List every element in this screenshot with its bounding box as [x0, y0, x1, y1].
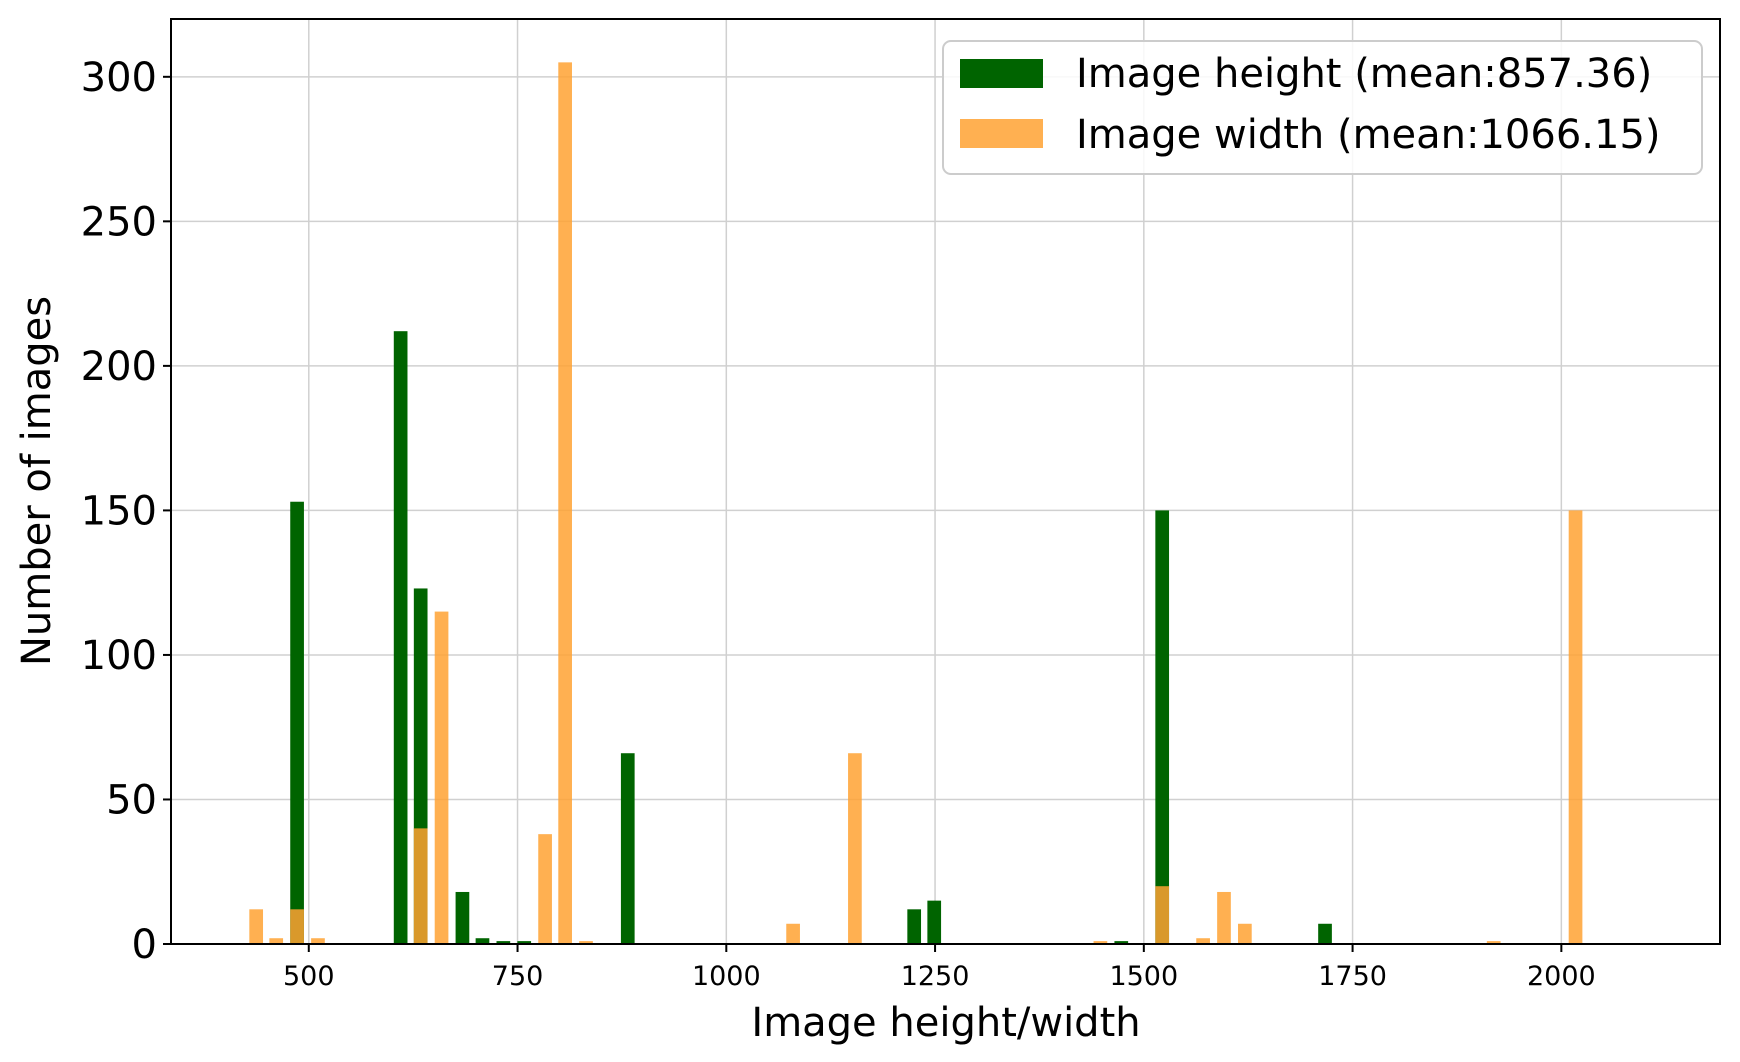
x-axis-ticks: 500 750 1000 1250 1500 1750 2000: [283, 944, 1596, 992]
legend-frame: [942, 40, 1703, 175]
legend-swatch-width: [960, 119, 1043, 148]
bar-image-height: [1155, 510, 1170, 944]
legend-swatch-height: [960, 59, 1043, 88]
bar-image-width: [269, 938, 284, 944]
bar-image-width: [558, 62, 572, 944]
y-tick-label: 150: [81, 488, 157, 534]
x-tick-label: 1500: [1109, 961, 1178, 992]
legend: Image height (mean:857.36) Image width (…: [942, 40, 1703, 175]
bar-image-width: [538, 834, 552, 944]
bar-image-width: [786, 923, 800, 944]
x-tick-label: 1000: [692, 961, 761, 992]
bar-image-width: [311, 938, 325, 944]
x-tick-label: 2000: [1527, 961, 1596, 992]
bar-image-width: [579, 941, 593, 944]
y-tick-label: 0: [132, 922, 157, 968]
legend-label-height: Image height (mean:857.36): [1076, 51, 1652, 97]
bar-image-height: [927, 900, 942, 944]
y-axis-ticks: 0 50 100 150 200 250 300: [81, 55, 171, 968]
bar-image-width: [1486, 941, 1501, 944]
y-axis-title: Number of images: [14, 296, 60, 666]
bar-image-height: [620, 753, 635, 944]
bar-image-height: [496, 941, 511, 944]
bar-image-width: [434, 611, 449, 944]
bar-image-height: [907, 909, 922, 944]
bars: [249, 62, 1583, 944]
x-tick-label: 750: [492, 961, 544, 992]
legend-label-width: Image width (mean:1066.15): [1076, 112, 1661, 158]
bar-image-width: [1238, 923, 1252, 944]
x-axis-title: Image height/width: [751, 1000, 1140, 1046]
plot-frame: [170, 18, 1721, 945]
bar-image-width: [1155, 886, 1170, 944]
bar-image-height: [475, 938, 490, 944]
bar-image-width: [290, 909, 304, 944]
bar-image-width: [1196, 938, 1210, 944]
y-tick-label: 250: [81, 199, 157, 245]
bar-image-height: [1318, 923, 1332, 944]
y-tick-label: 100: [81, 633, 157, 679]
bar-image-width: [413, 828, 428, 944]
bar-image-width: [1568, 510, 1583, 944]
bar-image-width: [249, 909, 264, 944]
bar-image-width: [848, 753, 862, 944]
x-tick-label: 1250: [901, 961, 970, 992]
bar-image-height: [290, 501, 304, 944]
y-tick-label: 300: [81, 55, 157, 101]
x-tick-label: 1750: [1318, 961, 1387, 992]
bar-image-height: [393, 331, 408, 944]
bar-image-height: [1114, 941, 1129, 944]
y-tick-label: 50: [106, 777, 157, 823]
bar-image-width: [1217, 891, 1231, 944]
y-tick-label: 200: [81, 344, 157, 390]
bar-image-height: [517, 941, 532, 944]
bar-image-width: [1093, 941, 1108, 944]
bar-image-height: [455, 891, 470, 944]
x-tick-label: 500: [283, 961, 335, 992]
